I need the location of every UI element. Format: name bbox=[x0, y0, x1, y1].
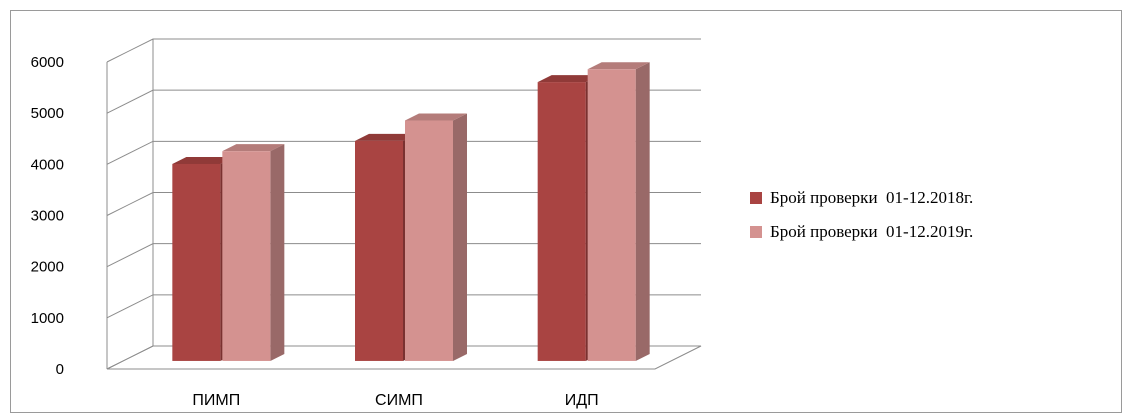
gridline bbox=[106, 192, 701, 216]
bar-top-face bbox=[172, 156, 235, 164]
bar-side-face bbox=[270, 144, 285, 361]
y-tick-label: 2000 bbox=[31, 259, 64, 276]
bar-front-face bbox=[222, 151, 271, 361]
legend-swatch bbox=[750, 226, 762, 238]
x-tick-label: СИМП bbox=[375, 392, 423, 409]
gridline bbox=[106, 38, 701, 63]
legend-label: Брой проверки 01-12.2018г. bbox=[770, 188, 973, 207]
y-tick-label: 5000 bbox=[31, 105, 64, 122]
bar-side-face bbox=[453, 113, 467, 361]
y-tick-label: 4000 bbox=[31, 156, 64, 173]
bar-front-face bbox=[405, 120, 453, 361]
y-tick-label: 0 bbox=[56, 361, 64, 378]
bar-front-face bbox=[587, 69, 636, 361]
y-tick-label: 6000 bbox=[31, 54, 64, 71]
bar-side-face bbox=[635, 62, 650, 361]
y-tick-label: 1000 bbox=[31, 310, 64, 327]
x-tick-label: ПИМП bbox=[192, 392, 240, 409]
legend-swatch bbox=[750, 192, 762, 204]
bar-top-face bbox=[222, 144, 285, 152]
legend-item-0: Брой проверки 01-12.2018г. bbox=[750, 188, 973, 207]
gridline bbox=[106, 140, 701, 165]
gridline bbox=[106, 345, 701, 370]
bar-top-face bbox=[405, 113, 467, 121]
bar-1-2 bbox=[587, 62, 650, 361]
bar-front-face bbox=[537, 82, 586, 361]
bar-front-face bbox=[355, 140, 403, 361]
gridline bbox=[106, 294, 701, 319]
bar-top-face bbox=[537, 75, 600, 83]
legend-label: Брой проверки 01-12.2019г. bbox=[770, 222, 973, 241]
y-tick-label: 3000 bbox=[31, 208, 64, 225]
gridline bbox=[106, 89, 701, 114]
bar-front-face bbox=[172, 163, 221, 361]
bar-top-face bbox=[587, 62, 650, 70]
legend-item-1: Брой проверки 01-12.2019г. bbox=[750, 222, 973, 241]
x-tick-label: ИДП bbox=[565, 392, 599, 409]
bar-1-1 bbox=[405, 113, 467, 361]
bar-1-0 bbox=[222, 144, 285, 361]
bar-top-face bbox=[355, 133, 417, 141]
gridline bbox=[106, 243, 701, 268]
